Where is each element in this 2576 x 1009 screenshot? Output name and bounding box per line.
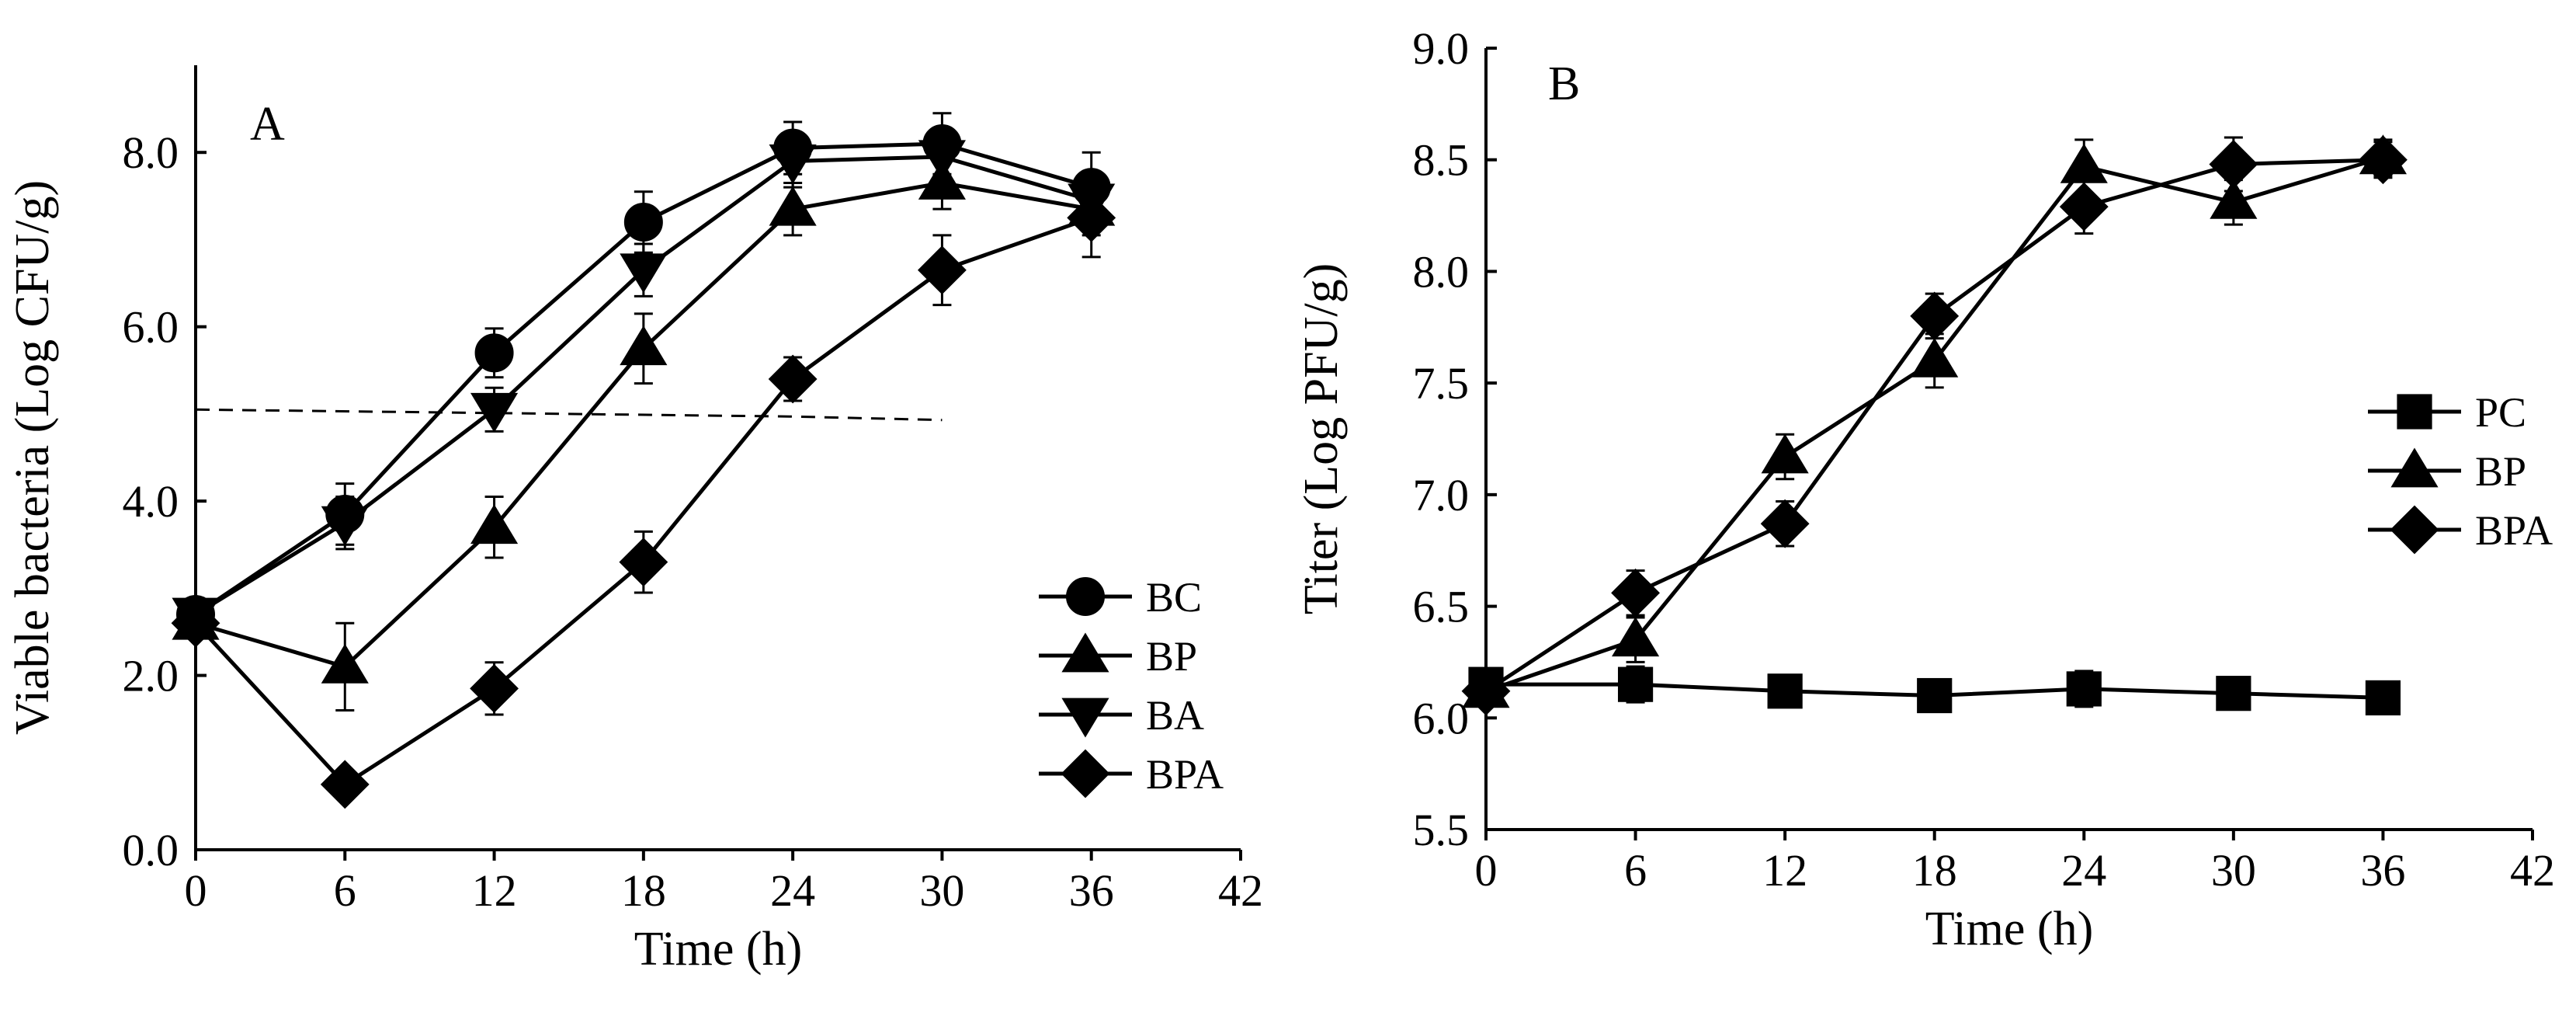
data-point-ba bbox=[918, 140, 966, 180]
panel-label: B bbox=[1548, 57, 1580, 110]
x-tick-label: 18 bbox=[1912, 845, 1957, 896]
data-point-bpa bbox=[320, 760, 370, 809]
data-point-pc bbox=[2216, 676, 2251, 712]
panel-label: A bbox=[250, 98, 285, 151]
y-tick-label: 6.0 bbox=[1413, 693, 1470, 743]
series-bpa bbox=[1461, 135, 2408, 716]
data-point-bp bbox=[1761, 433, 1809, 474]
data-point-bc bbox=[474, 333, 514, 373]
x-tick-label: 0 bbox=[1475, 845, 1498, 896]
data-point-bp bbox=[2210, 179, 2258, 219]
y-tick-label: 6.5 bbox=[1413, 582, 1470, 632]
data-point-pc bbox=[1617, 666, 1654, 702]
y-tick-label: 8.5 bbox=[1413, 135, 1470, 186]
y-tick-label: 2.0 bbox=[123, 651, 179, 701]
data-point-bpa bbox=[2209, 140, 2258, 189]
y-tick-label: 7.5 bbox=[1413, 358, 1470, 409]
x-tick-label: 6 bbox=[1624, 845, 1647, 896]
data-point-pc bbox=[2365, 680, 2401, 716]
series-line-bpa bbox=[194, 216, 1092, 788]
legend-label-bpa: BPA bbox=[2475, 507, 2553, 554]
data-point-bpa bbox=[1461, 666, 1511, 716]
data-point-ba bbox=[769, 144, 817, 184]
y-tick-label: 7.0 bbox=[1413, 470, 1470, 520]
legend-marker-ba bbox=[1061, 698, 1109, 738]
y-tick-label: 5.5 bbox=[1413, 805, 1470, 855]
data-point-ba bbox=[470, 392, 519, 433]
data-point-bp bbox=[1612, 617, 1660, 657]
legend: PC BP BPA bbox=[2368, 389, 2553, 555]
data-point-pc bbox=[1767, 673, 1803, 709]
x-tick-label: 12 bbox=[472, 865, 517, 916]
data-point-ba bbox=[620, 253, 668, 294]
y-axis-title: Viable bacteria (Log CFU/g) bbox=[6, 180, 59, 735]
data-point-bpa bbox=[619, 538, 668, 587]
data-point-bp bbox=[769, 186, 817, 226]
data-point-pc bbox=[2066, 671, 2102, 707]
data-point-bpa bbox=[1910, 291, 1960, 341]
x-tick-label: 42 bbox=[1218, 865, 1263, 916]
x-tick-label: 12 bbox=[1762, 845, 1807, 896]
legend-label-bpa: BPA bbox=[1146, 751, 1224, 798]
data-point-pc bbox=[1917, 677, 1953, 714]
x-tick-label: 6 bbox=[334, 865, 356, 916]
data-point-ba bbox=[321, 506, 369, 546]
x-tick-label: 36 bbox=[1069, 865, 1114, 916]
series-line-bpa bbox=[1484, 158, 2383, 693]
data-point-bpa bbox=[1611, 568, 1660, 618]
legend: BC BP BA BPA bbox=[1039, 574, 1224, 799]
data-point-bp bbox=[321, 643, 369, 684]
panel-a-viable-bacteria-chart: 0.0 2.0 4.0 6.0 8.0 0 6 12 18 24 30 36 42 Time (h) Via… bbox=[6, 65, 1263, 976]
series-bpa bbox=[171, 177, 1116, 809]
x-tick-label: 30 bbox=[2211, 845, 2256, 896]
data-point-bpa bbox=[768, 354, 818, 404]
legend-marker-bpa bbox=[2390, 505, 2439, 555]
series-bp bbox=[1462, 134, 2407, 708]
data-point-bpa bbox=[1067, 193, 1116, 242]
y-tick-label: 9.0 bbox=[1413, 23, 1470, 74]
legend-marker-bpa bbox=[1061, 749, 1110, 799]
x-tick-label: 18 bbox=[621, 865, 666, 916]
data-point-bc bbox=[623, 203, 663, 242]
legend-marker-bp bbox=[2390, 447, 2439, 488]
y-tick-label: 8.0 bbox=[123, 127, 179, 178]
threshold-dashed-line bbox=[195, 408, 943, 422]
data-point-bpa bbox=[918, 245, 967, 295]
x-tick-label: 24 bbox=[2061, 845, 2106, 896]
data-point-bpa bbox=[470, 663, 519, 713]
data-point-bp bbox=[620, 325, 668, 366]
legend-label-bp: BP bbox=[2475, 448, 2526, 495]
y-tick-label: 8.0 bbox=[1413, 246, 1470, 297]
series-ba bbox=[172, 129, 1116, 638]
legend-marker-bc bbox=[1066, 577, 1105, 616]
y-tick-label: 0.0 bbox=[123, 825, 179, 875]
legend-label-ba: BA bbox=[1146, 692, 1204, 739]
x-axis-title: Time (h) bbox=[634, 923, 802, 976]
data-point-bpa bbox=[2359, 135, 2408, 185]
x-tick-label: 30 bbox=[919, 865, 964, 916]
x-tick-label: 42 bbox=[2510, 845, 2555, 896]
data-point-bp bbox=[1911, 337, 1959, 378]
legend-label-bp: BP bbox=[1146, 633, 1197, 680]
legend-label-pc: PC bbox=[2475, 389, 2526, 436]
series-pc bbox=[1468, 665, 2401, 716]
x-tick-label: 36 bbox=[2360, 845, 2405, 896]
panel-b-titer-chart: 5.5 6.0 6.5 7.0 7.5 8.0 8.5 9.0 0 6 12 18 24 30 36 42 Ti… bbox=[1295, 23, 2555, 955]
data-point-bp bbox=[470, 504, 519, 545]
data-point-bpa bbox=[171, 598, 220, 648]
series-line-bp bbox=[1485, 155, 2384, 694]
x-axis-title: Time (h) bbox=[1925, 903, 2093, 955]
x-tick-label: 0 bbox=[185, 865, 207, 916]
y-tick-label: 6.0 bbox=[123, 302, 179, 353]
y-tick-label: 4.0 bbox=[123, 476, 179, 527]
data-point-bpa bbox=[1760, 499, 1810, 548]
y-axis-title: Titer (Log PFU/g) bbox=[1295, 263, 1348, 614]
legend-marker-bp bbox=[1061, 632, 1109, 673]
data-point-bpa bbox=[2059, 182, 2109, 231]
legend-label-bc: BC bbox=[1146, 574, 1202, 621]
legend-marker-pc bbox=[2397, 394, 2432, 430]
data-point-bp bbox=[2060, 143, 2108, 183]
x-tick-label: 24 bbox=[770, 865, 815, 916]
